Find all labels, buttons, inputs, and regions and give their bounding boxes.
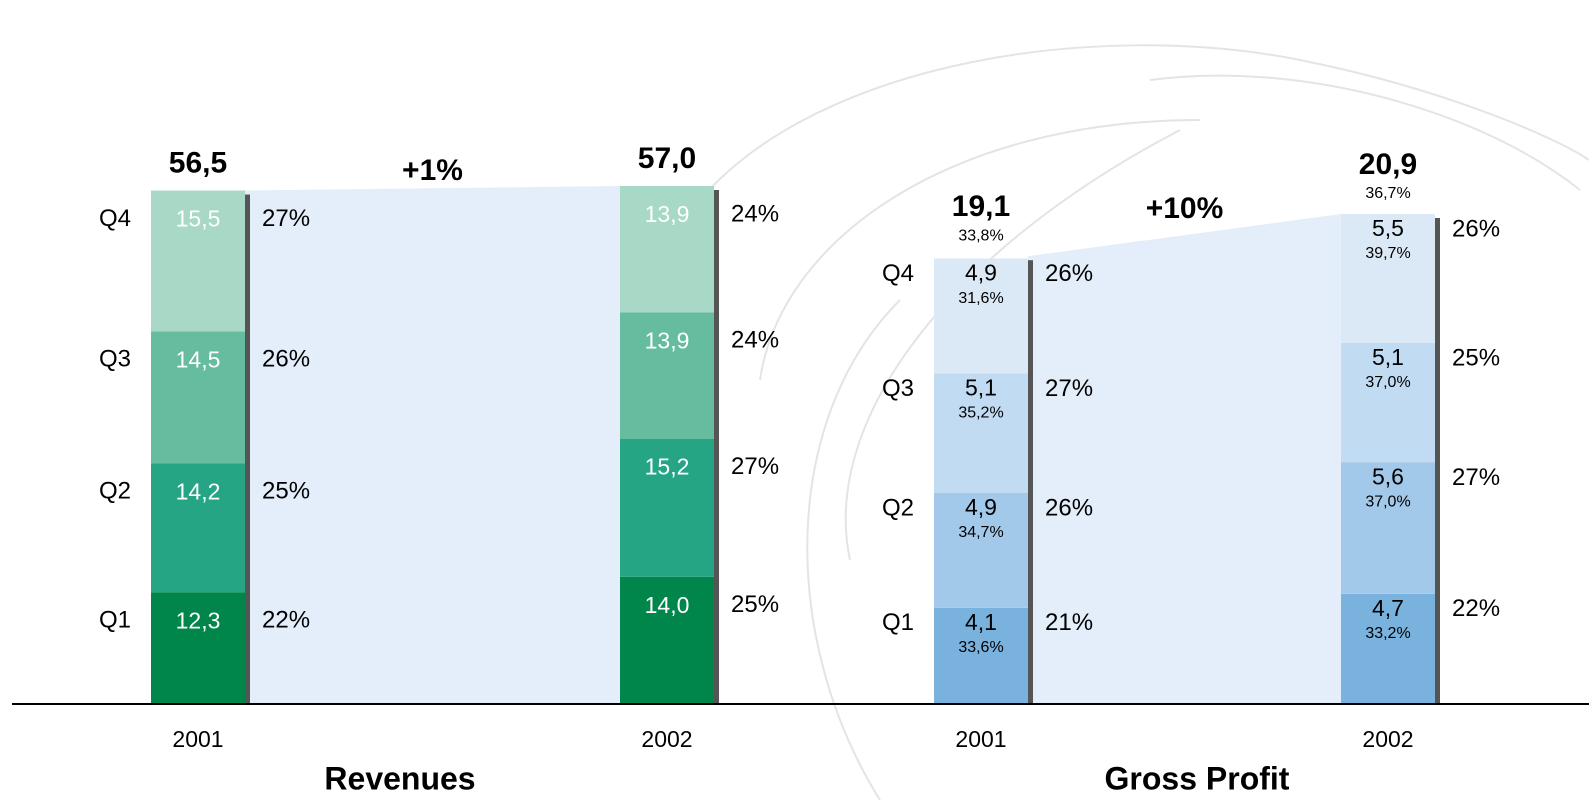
bar-shadow	[245, 194, 250, 704]
share-label: 27%	[1452, 464, 1500, 491]
value-label: 14,2	[176, 478, 221, 504]
growth-label: +1%	[402, 154, 463, 187]
share-label: 24%	[731, 327, 779, 354]
value-label: 13,9	[645, 201, 690, 227]
share-label: 25%	[731, 591, 779, 618]
share-label: 22%	[262, 607, 310, 634]
share-label: 26%	[1452, 215, 1500, 242]
bar-segment	[151, 331, 245, 464]
share-label: 25%	[262, 478, 310, 505]
chart-title: Revenues	[324, 760, 475, 796]
growth-band	[245, 186, 620, 704]
share-label: 26%	[1045, 494, 1093, 521]
share-label: 24%	[731, 200, 779, 227]
bar-segment	[151, 463, 245, 593]
value-label: 15,5	[176, 206, 221, 232]
bar-segment	[151, 190, 245, 332]
total-label: 20,9	[1359, 148, 1417, 181]
bar-segment	[151, 592, 245, 704]
legend-label: Q2	[99, 478, 131, 505]
legend-label: Q4	[99, 205, 131, 232]
total-label: 19,1	[952, 190, 1010, 223]
bar-segment	[1341, 462, 1435, 594]
legend-label: Q2	[882, 494, 914, 521]
share-label: 25%	[1452, 344, 1500, 371]
value-label: 5,1	[965, 375, 997, 401]
value-label: 4,7	[1372, 595, 1404, 621]
value-label: 5,1	[1372, 344, 1404, 370]
share-label: 27%	[262, 205, 310, 232]
value-label: 13,9	[645, 327, 690, 353]
share-label: 27%	[1045, 375, 1093, 402]
legend-label: Q4	[882, 260, 914, 287]
value-label: 5,6	[1372, 464, 1404, 490]
total-margin-label: 36,7%	[1365, 185, 1410, 202]
total-label: 57,0	[638, 142, 696, 175]
x-tick-label: 2001	[955, 726, 1006, 752]
legend-label: Q1	[99, 607, 131, 634]
legend-label: Q3	[882, 375, 914, 402]
bar-segment	[620, 438, 714, 577]
legend-label: Q1	[882, 609, 914, 636]
bar-shadow	[1028, 260, 1033, 704]
value-label: 4,9	[965, 494, 997, 520]
x-tick-label: 2002	[1362, 726, 1413, 752]
share-label: 26%	[1045, 260, 1093, 287]
growth-band	[1028, 214, 1341, 704]
bar-segment	[620, 312, 714, 439]
value-label: 12,3	[176, 607, 221, 633]
x-tick-label: 2002	[641, 726, 692, 752]
value-label: 4,9	[965, 260, 997, 286]
margin-label: 34,7%	[958, 524, 1003, 541]
bar-shadow	[714, 190, 719, 704]
legend-label: Q3	[99, 346, 131, 373]
bar-shadow	[1435, 218, 1440, 704]
bar-segment	[620, 576, 714, 704]
margin-label: 39,7%	[1365, 245, 1410, 262]
margin-label: 31,6%	[958, 290, 1003, 307]
share-label: 26%	[262, 346, 310, 373]
bar-segment	[934, 607, 1028, 704]
bar-segment	[620, 186, 714, 313]
total-margin-label: 33,8%	[958, 227, 1003, 244]
value-label: 14,0	[645, 592, 690, 618]
bar-segment	[934, 373, 1028, 493]
margin-label: 37,0%	[1365, 494, 1410, 511]
value-label: 15,2	[645, 454, 690, 480]
background-swirl	[699, 44, 1589, 801]
x-tick-label: 2001	[172, 726, 223, 752]
share-label: 21%	[1045, 609, 1093, 636]
bar-segment	[934, 258, 1028, 374]
bar-segment	[1341, 593, 1435, 704]
share-label: 22%	[1452, 595, 1500, 622]
margin-label: 35,2%	[958, 405, 1003, 422]
total-label: 56,5	[169, 146, 227, 179]
bar-segment	[1341, 342, 1435, 463]
margin-label: 37,0%	[1365, 374, 1410, 391]
growth-label: +10%	[1146, 192, 1224, 225]
share-label: 27%	[731, 453, 779, 480]
bar-segment	[1341, 214, 1435, 343]
value-label: 14,5	[176, 346, 221, 372]
margin-label: 33,2%	[1365, 625, 1410, 642]
value-label: 5,5	[1372, 215, 1404, 241]
margin-label: 33,6%	[958, 639, 1003, 656]
bar-segment	[934, 492, 1028, 608]
chart-title: Gross Profit	[1105, 760, 1290, 796]
value-label: 4,1	[965, 609, 997, 635]
